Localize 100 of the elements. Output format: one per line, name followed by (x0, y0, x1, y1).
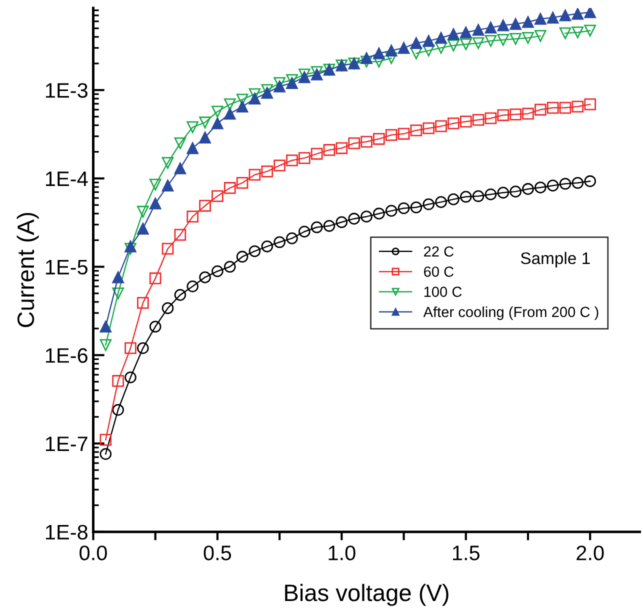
point (472, 37, 484, 50)
point (497, 34, 510, 46)
point (360, 210, 372, 222)
point (460, 38, 472, 50)
point (398, 202, 410, 214)
point (274, 160, 286, 172)
point (572, 8, 584, 20)
point (323, 144, 336, 156)
point (484, 35, 497, 47)
point (137, 206, 149, 218)
x-tick-label: 1.5 (452, 546, 480, 560)
annotation: Sample 1 (520, 252, 590, 268)
point (472, 114, 484, 126)
point (100, 434, 112, 446)
y-axis-title: Current (A) (16, 212, 39, 328)
point (373, 56, 385, 68)
point (546, 102, 559, 114)
point (348, 212, 360, 225)
y-tick-label: 1E-8 (46, 524, 88, 540)
point (310, 68, 323, 80)
point (559, 10, 572, 22)
point (199, 116, 211, 128)
point (422, 44, 435, 56)
point (360, 136, 372, 148)
point (572, 100, 584, 113)
point (584, 8, 596, 18)
point (124, 342, 136, 354)
point (137, 222, 149, 235)
point (248, 92, 261, 105)
point (448, 28, 460, 40)
point (510, 186, 522, 198)
point (472, 24, 484, 36)
point (484, 188, 497, 200)
point (124, 371, 136, 384)
point (348, 137, 360, 150)
point (112, 271, 124, 284)
point (162, 242, 174, 255)
point (248, 245, 261, 258)
point (137, 297, 149, 309)
point (224, 260, 236, 273)
point (112, 287, 124, 300)
point (261, 166, 274, 178)
x-tick-label: 0.0 (80, 546, 107, 560)
point (174, 137, 186, 150)
point (162, 302, 174, 314)
point (186, 121, 199, 134)
point (559, 178, 572, 190)
point (212, 106, 224, 118)
point (484, 112, 497, 124)
point (534, 12, 546, 25)
point (286, 154, 298, 166)
point (385, 129, 398, 141)
point (472, 190, 484, 202)
point (162, 180, 174, 192)
point (100, 320, 112, 333)
x-axis-title: Bias voltage (V) (285, 584, 448, 606)
y-tick-label: 1E-3 (46, 83, 88, 98)
point (410, 124, 422, 136)
point (460, 190, 472, 203)
point (112, 375, 124, 387)
y-tick-label: 1E-7 (46, 436, 88, 452)
point (360, 52, 372, 64)
point (422, 198, 435, 210)
point (510, 18, 522, 30)
point (448, 193, 460, 206)
point (212, 190, 224, 202)
y-tick-label: 1E-4 (46, 172, 88, 186)
point (373, 48, 385, 60)
point (385, 204, 398, 217)
point (435, 196, 447, 208)
point (100, 339, 112, 351)
x-tick-label: 0.5 (204, 546, 232, 560)
point (534, 104, 546, 116)
point (522, 108, 534, 120)
point (448, 117, 460, 130)
point (497, 19, 510, 32)
point (572, 26, 584, 38)
point (261, 240, 274, 252)
point (212, 117, 224, 130)
point (584, 24, 596, 37)
point (212, 265, 224, 278)
point (310, 221, 323, 234)
y-tick-label: 1E-6 (46, 348, 88, 363)
point (559, 102, 572, 114)
point (410, 201, 422, 214)
point (559, 27, 572, 40)
point (572, 176, 584, 189)
legend-label: 100 C (424, 286, 462, 297)
point (373, 133, 385, 145)
x-tick-label: 1.0 (328, 546, 356, 560)
point (584, 98, 596, 110)
point (186, 280, 199, 292)
point (398, 42, 410, 54)
point (497, 109, 510, 122)
point (149, 198, 162, 210)
point (149, 320, 162, 333)
point (286, 232, 298, 244)
point (298, 226, 310, 238)
point (174, 162, 186, 174)
point (546, 180, 559, 192)
